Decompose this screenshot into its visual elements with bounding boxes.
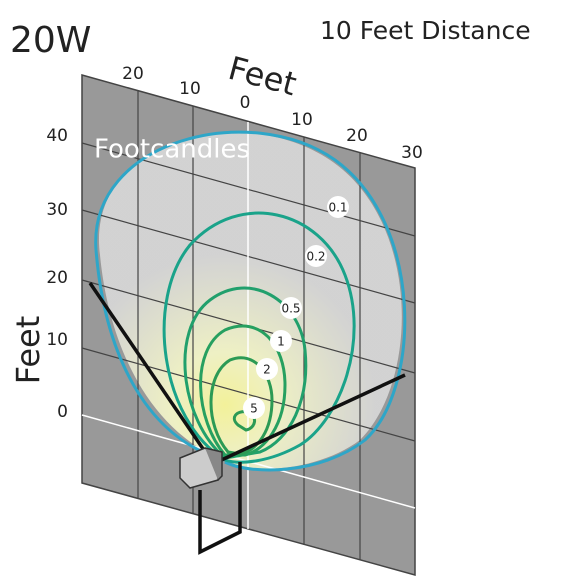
fixture (179, 447, 223, 489)
title: 20W (10, 20, 91, 61)
left-tick-label: 0 (57, 402, 68, 422)
top-axis-label: Feet (224, 49, 300, 103)
left-axis-label: Feet (9, 316, 47, 385)
contour-label: 5 (250, 402, 258, 416)
left-tick-label: 40 (46, 126, 68, 146)
beam-lines (88, 282, 406, 555)
contour-label: 0.5 (281, 302, 300, 316)
left-tick-label: 30 (46, 200, 68, 220)
contour-label: 2 (263, 363, 271, 377)
contour-label: 1 (277, 335, 285, 349)
top-tick-label: 30 (401, 143, 423, 163)
contour-badge (327, 196, 349, 218)
contour-label: 0.1 (328, 201, 347, 215)
left-tick-label: 20 (46, 268, 68, 288)
contour-badge (270, 330, 292, 352)
left-tick-label: 10 (46, 330, 68, 350)
contour-label: 0.2 (306, 250, 325, 264)
subtitle: 10 Feet Distance (320, 16, 531, 45)
top-tick-label: 20 (122, 64, 144, 84)
top-tick-label: 10 (291, 110, 313, 130)
contour-badge (305, 245, 327, 267)
contour-badge (243, 397, 265, 419)
legend-title: Footcandles (94, 135, 250, 165)
top-tick-label: 20 (346, 126, 368, 146)
contours (94, 130, 407, 472)
top-tick-label: 10 (179, 79, 201, 99)
contour-badge (280, 297, 302, 319)
top-tick-label: 0 (240, 93, 251, 113)
contour-badge (256, 358, 278, 380)
